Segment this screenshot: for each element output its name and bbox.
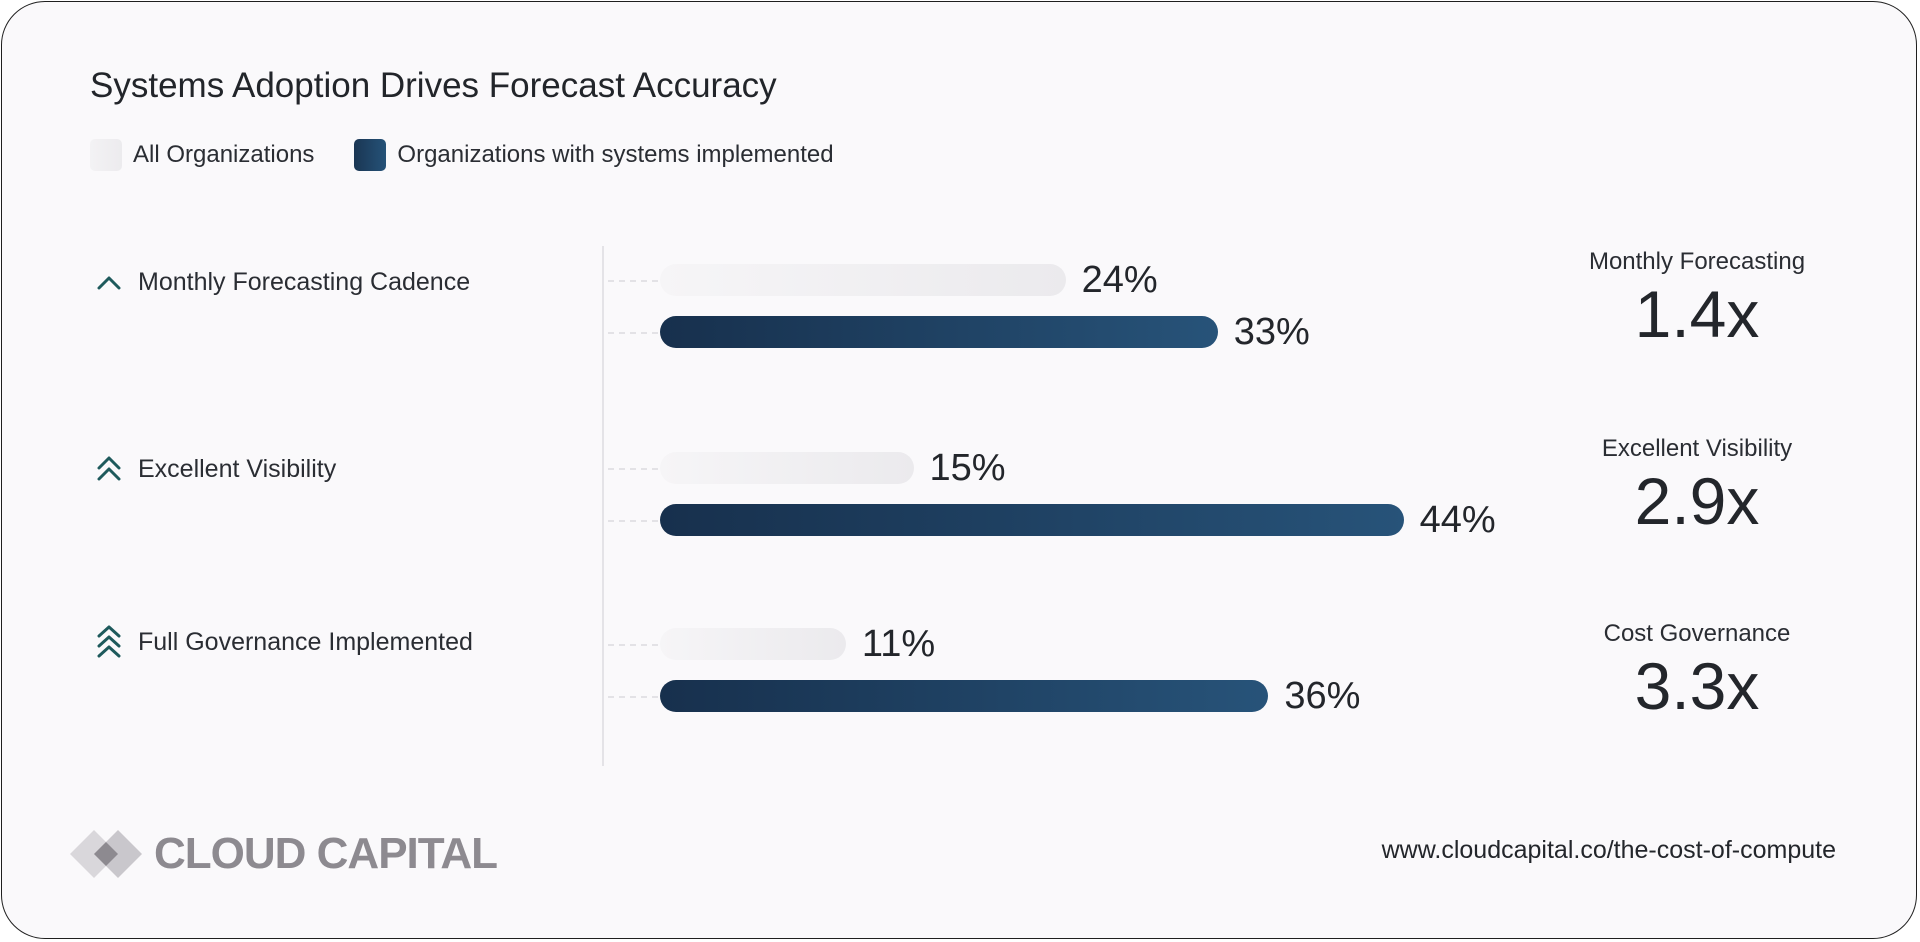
multiplier-excellent-visibility: Excellent Visibility 2.9x xyxy=(1522,435,1872,537)
legend-item-all-organizations: All Organizations xyxy=(90,139,314,171)
axis-line xyxy=(602,246,604,766)
leader-line xyxy=(608,520,658,522)
bar-systems-implemented xyxy=(660,504,1404,536)
bar-all-organizations xyxy=(660,264,1066,296)
triple-chevron-up-icon xyxy=(94,625,124,659)
category-label-full-governance: Full Governance Implemented xyxy=(94,625,473,659)
category-text: Excellent Visibility xyxy=(138,454,337,483)
bar-value-label: 44% xyxy=(1419,499,1496,541)
leader-line xyxy=(608,280,658,282)
diamond-logo-icon xyxy=(70,830,142,878)
double-chevron-up-icon xyxy=(94,452,124,486)
leader-line xyxy=(608,696,658,698)
multiplier-cost-governance: Cost Governance 3.3x xyxy=(1522,620,1872,722)
multiplier-label: Cost Governance xyxy=(1603,620,1791,647)
brand-name: CLOUD CAPITAL xyxy=(154,829,498,878)
bar-value-label: 36% xyxy=(1284,675,1361,717)
leader-line xyxy=(608,468,658,470)
leader-line xyxy=(608,644,658,646)
category-label-excellent-visibility: Excellent Visibility xyxy=(94,452,336,486)
bar-all-organizations xyxy=(660,628,846,660)
multiplier-value: 3.3x xyxy=(1634,649,1760,723)
source-url: www.cloudcapital.co/the-cost-of-compute xyxy=(1381,836,1836,864)
bar-systems-implemented xyxy=(660,680,1269,712)
chart-title: Systems Adoption Drives Forecast Accurac… xyxy=(90,66,777,105)
bar-value-label: 33% xyxy=(1233,311,1310,353)
legend-swatch-dark xyxy=(354,139,387,171)
legend-swatch-light xyxy=(90,139,122,171)
legend: All Organizations Organizations with sys… xyxy=(90,139,874,171)
legend-label: Organizations with systems implemented xyxy=(397,141,834,168)
category-text: Full Governance Implemented xyxy=(138,627,473,656)
bar-value-label: 11% xyxy=(861,623,936,665)
category-text: Monthly Forecasting Cadence xyxy=(138,267,471,296)
bar-value-label: 24% xyxy=(1081,259,1158,301)
bar-value-label: 15% xyxy=(929,447,1006,489)
brand-logo: CLOUD CAPITAL xyxy=(70,828,498,880)
multiplier-value: 1.4x xyxy=(1634,277,1760,351)
legend-label: All Organizations xyxy=(133,141,315,168)
bar-systems-implemented xyxy=(660,316,1218,348)
multiplier-value: 2.9x xyxy=(1634,464,1760,538)
multiplier-monthly-forecasting: Monthly Forecasting 1.4x xyxy=(1522,248,1872,350)
multiplier-label: Excellent Visibility xyxy=(1601,435,1793,462)
bar-all-organizations xyxy=(660,452,914,484)
category-label-monthly-forecasting: Monthly Forecasting Cadence xyxy=(94,265,470,299)
chevron-up-icon xyxy=(94,265,124,299)
multiplier-label: Monthly Forecasting xyxy=(1588,248,1806,275)
legend-item-systems-implemented: Organizations with systems implemented xyxy=(354,139,834,171)
leader-line xyxy=(608,332,658,334)
